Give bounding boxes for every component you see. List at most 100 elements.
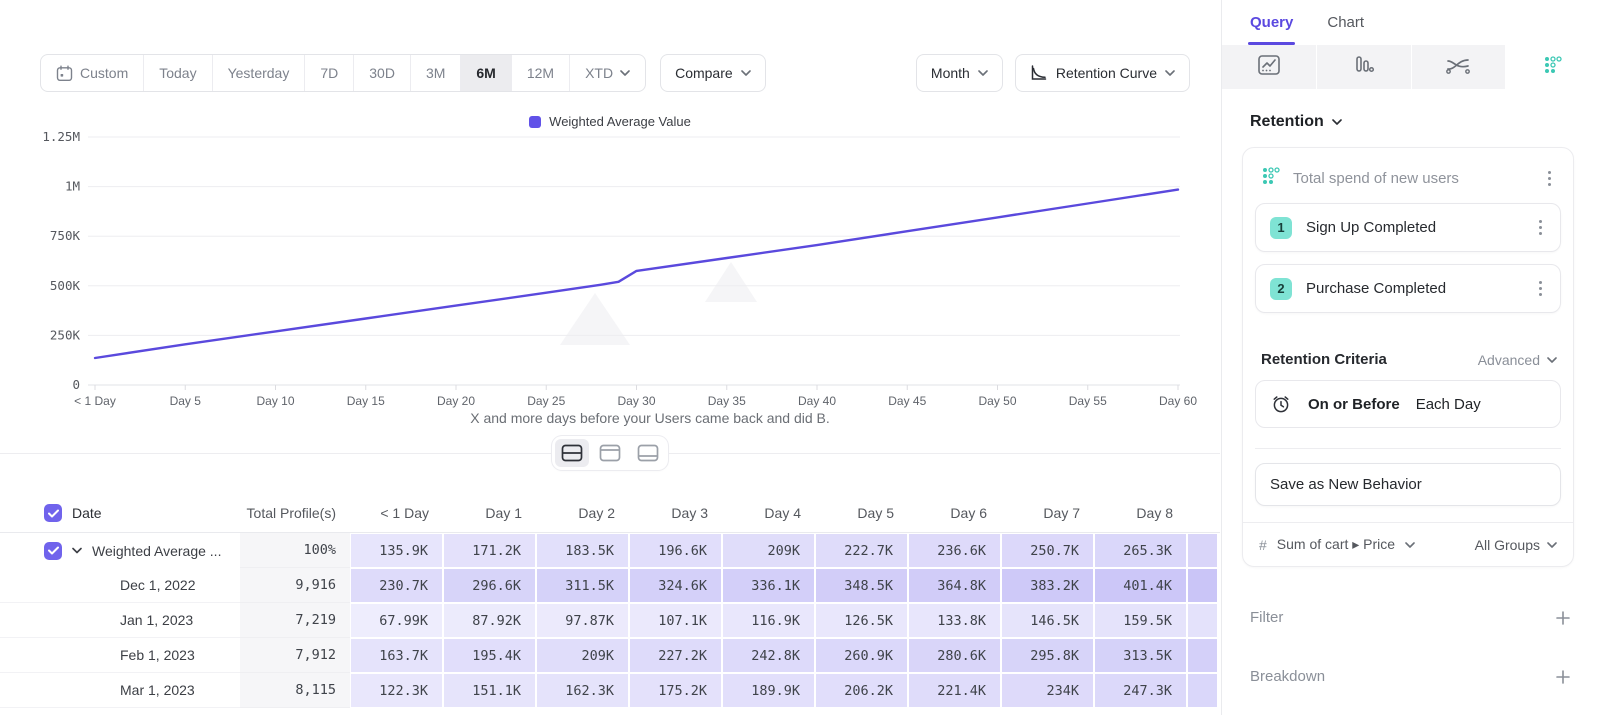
range-7d[interactable]: 7D	[305, 55, 355, 91]
query-sidebar: Query Chart Retention Total spend of new …	[1221, 0, 1600, 715]
column-header: Day 2	[578, 505, 615, 521]
line-chart-icon	[1257, 54, 1281, 81]
retention-dots-icon	[1543, 55, 1563, 80]
line-chart-view-button[interactable]	[1222, 45, 1316, 89]
retention-value-cell: 116.9K	[722, 603, 815, 638]
y-axis-tick: 500K	[50, 278, 81, 293]
retention-value-cell: 196.6K	[629, 533, 722, 568]
groups-dropdown[interactable]: All Groups	[1475, 537, 1557, 553]
step-label: Purchase Completed	[1306, 280, 1447, 297]
retention-section-dropdown[interactable]: Retention	[1222, 89, 1600, 147]
range-xtd[interactable]: XTD	[570, 55, 645, 91]
column-header: < 1 Day	[380, 505, 429, 521]
chart-top-view-button[interactable]	[593, 439, 627, 467]
y-axis-tick: 250K	[50, 327, 81, 342]
table-bottom-view-icon	[637, 444, 659, 462]
retention-value-cell: 313.5K	[1094, 638, 1187, 673]
kebab-menu-icon[interactable]	[1533, 216, 1548, 239]
table-header-row: Date Total Profile(s) < 1 Day Day 1 Day 2 Day…	[0, 494, 1220, 533]
x-axis-tick: Day 40	[798, 394, 836, 408]
retention-value-cell: 311.5K	[536, 568, 629, 603]
step-purchase-completed[interactable]: 2 Purchase Completed	[1255, 264, 1561, 313]
bar-chart-view-button[interactable]	[1316, 45, 1411, 89]
chevron-down-icon	[1331, 119, 1342, 125]
range-12m[interactable]: 12M	[512, 55, 571, 91]
legend-label: Weighted Average Value	[549, 114, 691, 129]
criteria-mode-dropdown[interactable]: Advanced	[1478, 352, 1557, 368]
retention-value-cell: 242.8K	[722, 638, 815, 673]
add-filter-button[interactable]	[1556, 610, 1570, 625]
compare-button[interactable]: Compare	[660, 54, 766, 92]
retention-value-cell: 401.4K	[1094, 568, 1187, 603]
kebab-menu-icon[interactable]	[1533, 277, 1548, 300]
kebab-menu-icon[interactable]	[1542, 167, 1557, 190]
row-checkbox[interactable]	[44, 504, 62, 522]
row-label: Dec 1, 2022	[120, 577, 196, 593]
chart-legend: Weighted Average Value	[0, 114, 1220, 129]
x-axis-tick: Day 35	[708, 394, 746, 408]
table-row: Jan 1, 2023 7,219 67.99K 87.92K 97.87K 107.1K…	[0, 603, 1220, 638]
retention-value-cell-partial	[1187, 673, 1218, 708]
retention-value-cell: 135.9K	[350, 533, 443, 568]
measure-row: # Sum of cart ▸ Price All Groups	[1243, 522, 1573, 566]
chart-type-switcher	[1222, 45, 1600, 89]
flow-chart-view-button[interactable]	[1411, 45, 1506, 89]
tab-query[interactable]: Query	[1247, 14, 1296, 45]
range-label: 12M	[526, 65, 555, 81]
retention-table: Date Total Profile(s) < 1 Day Day 1 Day 2 Day…	[0, 494, 1220, 708]
retention-timing-selector[interactable]: On or Before Each Day	[1255, 380, 1561, 428]
range-30d[interactable]: 30D	[354, 55, 411, 91]
retention-value-cell: 247.3K	[1094, 673, 1187, 708]
x-axis-tick: Day 60	[1159, 394, 1197, 408]
range-yesterday[interactable]: Yesterday	[213, 55, 306, 91]
row-label: Weighted Average ...	[92, 542, 222, 559]
y-axis-tick: 0	[72, 377, 80, 392]
total-profiles-cell: 9,916	[240, 568, 350, 603]
column-header: Day 6	[950, 505, 987, 521]
add-breakdown-button[interactable]	[1556, 669, 1570, 684]
column-header: Total Profile(s)	[246, 505, 336, 521]
retention-dots-view-button[interactable]	[1506, 45, 1600, 89]
table-bottom-view-button[interactable]	[631, 439, 665, 467]
expand-caret-icon[interactable]	[72, 547, 82, 554]
range-3m[interactable]: 3M	[411, 55, 462, 91]
total-profiles-cell: 7,912	[240, 638, 350, 673]
alarm-clock-icon	[1273, 396, 1289, 413]
y-axis-tick: 750K	[50, 228, 81, 243]
range-custom[interactable]: Custom	[41, 55, 145, 91]
tab-chart[interactable]: Chart	[1327, 14, 1365, 31]
chevron-down-icon	[978, 70, 988, 76]
chart-type-dropdown[interactable]: Retention Curve	[1014, 54, 1190, 92]
x-axis-tick: Day 30	[617, 394, 655, 408]
step-sign-up-completed[interactable]: 1 Sign Up Completed	[1255, 203, 1561, 252]
filter-row: Filter	[1222, 609, 1600, 626]
row-label-cell: Dec 1, 2022	[0, 568, 240, 603]
x-axis-tick: Day 45	[888, 394, 926, 408]
retention-value-cell: 97.87K	[536, 603, 629, 638]
save-as-new-behavior-button[interactable]: Save as New Behavior	[1255, 463, 1561, 506]
measure-dropdown[interactable]: Sum of cart ▸ Price	[1276, 536, 1396, 552]
split-view-button[interactable]	[555, 439, 589, 467]
row-checkbox[interactable]	[44, 541, 62, 560]
retention-value-cell: 146.5K	[1001, 603, 1094, 638]
column-header: Day 5	[857, 505, 894, 521]
chevron-down-icon	[1165, 70, 1175, 76]
y-axis-tick: 1.25M	[42, 129, 80, 144]
row-label: Jan 1, 2023	[120, 612, 194, 628]
retention-value-cell: 206.2K	[815, 673, 908, 708]
y-axis-tick: 1M	[65, 179, 80, 194]
flow-chart-icon	[1445, 55, 1471, 80]
range-label: 7D	[320, 65, 339, 81]
retention-value-cell: 364.8K	[908, 568, 1001, 603]
watermark-triangle	[560, 293, 630, 345]
range-today[interactable]: Today	[144, 55, 213, 91]
step-label: Sign Up Completed	[1306, 219, 1437, 236]
row-label-cell: Weighted Average ...	[0, 533, 240, 568]
x-axis-tick: Day 50	[978, 394, 1016, 408]
retention-value-cell: 189.9K	[722, 673, 815, 708]
timing-operator: On or Before	[1308, 395, 1400, 413]
timing-value: Each Day	[1415, 395, 1481, 413]
sidebar-tabs: Query Chart	[1222, 0, 1600, 45]
granularity-dropdown[interactable]: Month	[915, 54, 1003, 92]
range-6m[interactable]: 6M	[461, 55, 512, 91]
